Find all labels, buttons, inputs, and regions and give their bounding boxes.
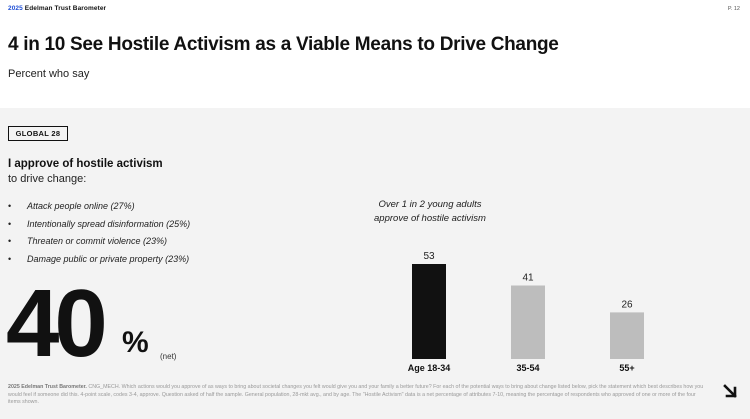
page-title: 4 in 10 See Hostile Activism as a Viable… [8,34,559,55]
activism-list: • Attack people online (27%) • Intentional… [8,201,190,271]
page-number: P. 12 [727,6,740,12]
page-subtitle: Percent who say [8,68,90,80]
question-subheading: to drive change: [8,173,87,185]
list-item: • Threaten or commit violence (23%) [8,236,190,254]
brand-name: Edelman Trust Barometer [24,5,107,12]
headline-value: 40 [6,270,108,377]
list-item-label: Threaten or commit violence (23%) [27,236,168,246]
list-item: • Attack people online (27%) [8,201,190,219]
list-item-label: Damage public or private property (23%) [27,253,190,264]
brand-year: 2025 [8,5,23,12]
footnote-text: CNG_MECH. Which actions would you approv… [8,384,704,406]
bullet-icon: • [8,253,12,264]
question-heading: I approve of hostile activism [8,158,163,170]
headline-qualifier: (net) [160,352,177,361]
footnote-source: 2025 Edelman Trust Barometer. [8,384,87,390]
callout-line-1: Over 1 in 2 young adults [378,199,482,210]
list-item: • Intentionally spread disinformation (25… [8,219,190,237]
brand: 2025 Edelman Trust Barometer [8,5,106,12]
bullet-icon: • [8,236,12,246]
bullet-icon: • [8,218,12,229]
list-item: • Damage public or private property (23%) [8,254,190,272]
chart-callout: Over 1 in 2 young adults approve of host… [330,198,530,226]
bullet-icon: • [8,201,12,211]
content-panel [0,108,750,419]
callout-line-2: approve of hostile activism [374,213,486,224]
footnote: 2025 Edelman Trust Barometer. CNG_MECH. … [8,384,708,407]
list-item-label: Attack people online (27%) [27,201,135,211]
list-item-label: Intentionally spread disinformation (25%… [27,218,191,229]
headline-unit: % [122,326,149,359]
region-badge: GLOBAL 28 [8,126,68,141]
arrow-down-right-icon[interactable] [722,383,740,401]
